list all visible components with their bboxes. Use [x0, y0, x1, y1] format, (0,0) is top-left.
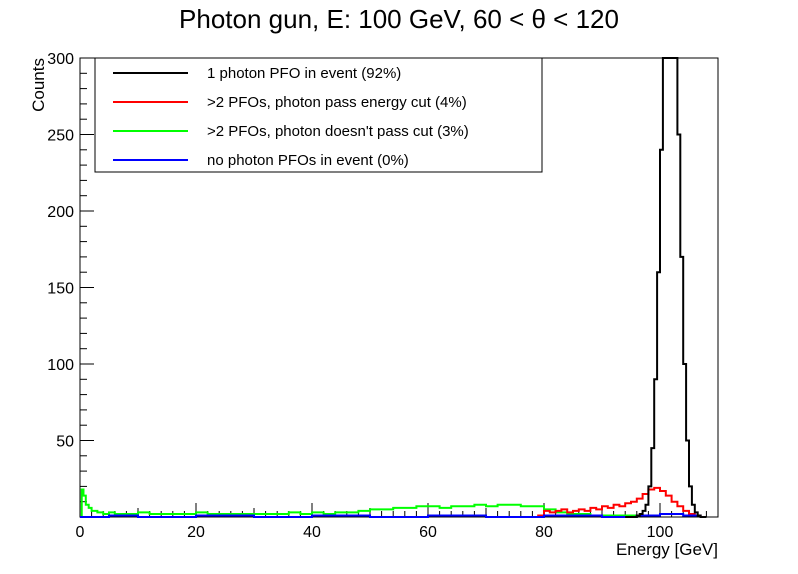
y-tick-label: 100 — [47, 357, 74, 374]
legend-box — [94, 57, 543, 173]
x-tick-label: 80 — [535, 524, 553, 541]
x-tick-label: 40 — [303, 524, 321, 541]
series-layer — [80, 57, 707, 518]
x-axis-label: Energy [GeV] — [616, 540, 718, 559]
x-tick-label: 100 — [647, 524, 674, 541]
legend-label: >2 PFOs, photon doesn't pass cut (3%) — [207, 123, 469, 140]
legend: 1 photon PFO in event (92%) >2 PFOs, phot… — [94, 57, 543, 173]
series-line-2 — [80, 488, 638, 518]
y-tick-label: 250 — [47, 128, 74, 145]
y-tick-label: 300 — [47, 51, 74, 68]
x-tick-label: 60 — [419, 524, 437, 541]
series-line-3 — [80, 512, 702, 518]
y-tick-label: 150 — [47, 281, 74, 298]
legend-label: >2 PFOs, photon pass energy cut (4%) — [207, 94, 467, 111]
y-tick-label: 200 — [47, 204, 74, 221]
chart-title: Photon gun, E: 100 GeV, 60 < θ < 120 — [179, 4, 619, 34]
x-tick-label: 20 — [187, 524, 205, 541]
y-tick-label: 50 — [56, 434, 74, 451]
y-axis-label: Counts — [29, 58, 48, 112]
x-tick-label: 0 — [76, 524, 85, 541]
legend-label: 1 photon PFO in event (92%) — [207, 65, 401, 82]
legend-label: no photon PFOs in event (0%) — [207, 152, 409, 169]
series-line-0 — [625, 57, 707, 518]
series-line-1 — [532, 486, 702, 518]
